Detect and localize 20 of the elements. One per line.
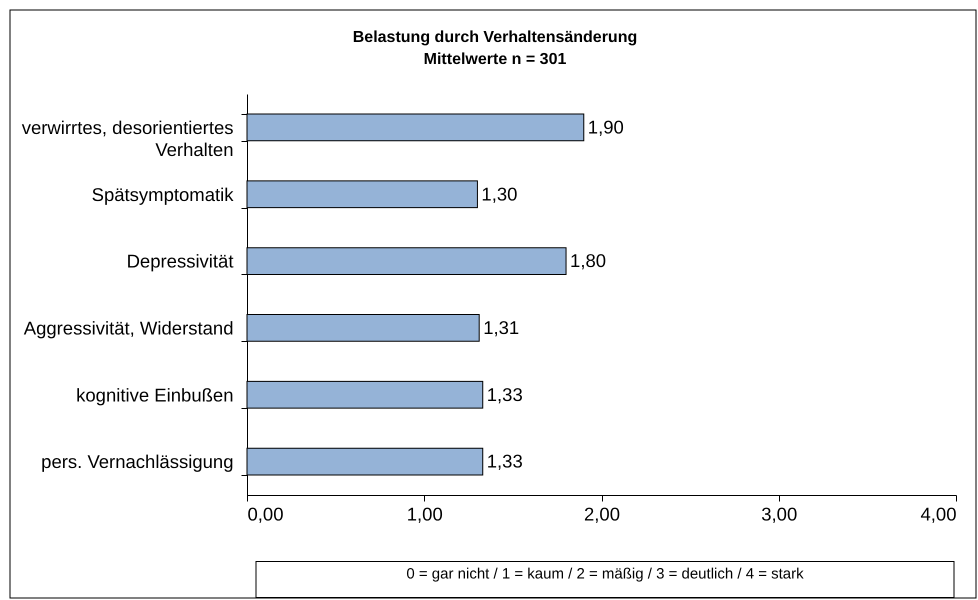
x-tick-label: 0,00 bbox=[248, 504, 284, 524]
x-tick-label: 3,00 bbox=[761, 504, 798, 524]
data-label: 1,30 bbox=[481, 183, 518, 204]
text: 0 = gar nicht / 1 = kaum / 2 = mäßig / 3 = deutlich / 4 = stark bbox=[406, 566, 804, 582]
data-label: 1,80 bbox=[570, 250, 606, 272]
chart-title: Belastung durch Verhaltensänderung bbox=[352, 29, 638, 46]
x-tick-label: 1,00 bbox=[406, 504, 443, 524]
data-label: 1,33 bbox=[486, 384, 523, 405]
y-tick-label: Spätsymptomatik bbox=[92, 184, 234, 205]
y-tick-label: Aggressivität, Widerstand bbox=[24, 317, 234, 338]
x-tick-label: 4,00 bbox=[920, 504, 956, 524]
data-label: 1,90 bbox=[588, 116, 624, 138]
y-tick-label: verwirrtes, desorientiertes Verhalten bbox=[22, 116, 234, 160]
chart-subtitle: Mittelwerte n = 301 bbox=[424, 51, 566, 68]
x-tick-label: 2,00 bbox=[584, 504, 620, 524]
data-label: 1,31 bbox=[483, 316, 520, 338]
data-label: 1,33 bbox=[486, 450, 523, 472]
y-tick-label: Depressivität bbox=[126, 250, 234, 272]
y-tick-label: kognitive Einbußen bbox=[76, 384, 234, 406]
y-tick-label: pers. Vernachlässigung bbox=[41, 451, 234, 472]
